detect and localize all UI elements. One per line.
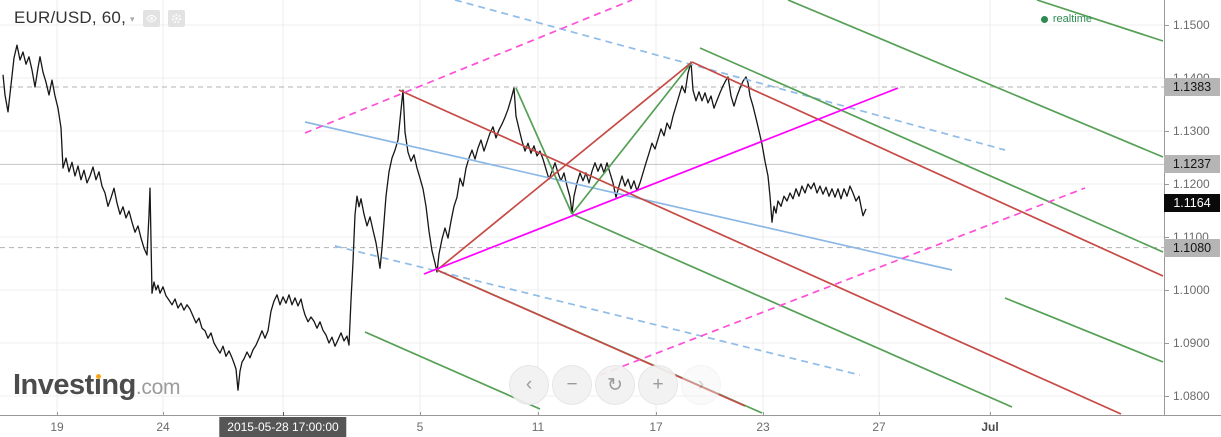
trendline-green-triangle-left[interactable]: [515, 87, 573, 215]
price-axis-tick: [1165, 289, 1169, 291]
time-axis-tick: [879, 412, 880, 416]
price-axis[interactable]: 1.15001.14001.13001.12001.11001.10001.09…: [1164, 0, 1221, 415]
trendline-magenta-support[interactable]: [423, 87, 899, 275]
zoom-in-button[interactable]: +: [638, 365, 678, 405]
realtime-dot-icon: [1040, 15, 1048, 23]
trendline-green-descending-2[interactable]: [787, 0, 1164, 158]
price-axis-tick: [1165, 130, 1169, 132]
price-axis-tick: [1165, 24, 1169, 26]
price-axis-tick: [1165, 342, 1169, 344]
time-axis-label: 24: [156, 420, 170, 434]
time-axis[interactable]: 2015-05-28 17:00:00 19 24 5 11 17 23 27 Jul: [0, 412, 1221, 437]
time-axis-tick: [163, 412, 164, 416]
realtime-status: realtime: [1040, 13, 1092, 25]
trendline-red-ascending[interactable]: [436, 61, 693, 271]
time-axis-tick: [763, 412, 764, 416]
time-axis-tick: [990, 412, 991, 416]
realtime-label: realtime: [1052, 13, 1092, 25]
time-axis-tick: [57, 412, 58, 416]
trendline-green-descending-7[interactable]: [1004, 297, 1164, 363]
price-axis-label: 1.1500: [1173, 18, 1210, 32]
time-axis-label: 11: [531, 420, 545, 434]
chart-title-bar: EUR/USD, 60, ▾: [14, 8, 185, 28]
chevron-down-icon[interactable]: ▾: [130, 14, 135, 24]
trendline-green-descending-5[interactable]: [571, 213, 1013, 408]
trendline-blue-trendline[interactable]: [304, 121, 953, 271]
last-price-badge: 1.1164: [1164, 194, 1220, 213]
time-axis-tick: [420, 412, 421, 416]
trendline-green-descending-4[interactable]: [364, 331, 541, 410]
trendline-blue-dashed-lower[interactable]: [334, 245, 861, 376]
time-axis-tick: [538, 412, 539, 416]
price-axis-label: 1.1300: [1173, 124, 1210, 138]
trendline-magenta-dashed-lower[interactable]: [599, 187, 1086, 376]
crosshair-date-tooltip: 2015-05-28 17:00:00: [219, 417, 347, 437]
crosshair-tick: [283, 412, 284, 416]
time-axis-label: Jul: [981, 420, 999, 434]
time-axis-tick: [656, 412, 657, 416]
price-axis-label: 1.0900: [1173, 336, 1210, 350]
price-axis-tick: [1165, 395, 1169, 397]
eye-icon: [145, 14, 157, 22]
price-level-badge: 1.1080: [1164, 238, 1220, 257]
time-axis-label: 23: [756, 420, 770, 434]
zoom-out-button[interactable]: −: [552, 365, 592, 405]
logo-orange-dot: [95, 373, 101, 379]
logo-text: Investı ng: [13, 369, 136, 401]
logo-suffix: .com: [135, 376, 181, 399]
trendline-green-triangle-right[interactable]: [571, 61, 693, 215]
time-axis-label: 17: [649, 420, 663, 434]
price-axis-label: 1.1200: [1173, 177, 1210, 191]
trendline-red-descending-1[interactable]: [398, 89, 1122, 415]
settings-button[interactable]: [167, 9, 185, 27]
price-axis-tick: [1165, 236, 1169, 238]
price-level-badge: 1.1237: [1164, 155, 1220, 174]
refresh-button[interactable]: ↻: [595, 365, 635, 405]
chart-nav-toolbar: ‹ − ↻ + ›: [509, 365, 721, 405]
price-series: [2, 44, 867, 391]
time-axis-label: 19: [50, 420, 64, 434]
trendline-green-descending-1[interactable]: [699, 47, 1164, 253]
investing-logo[interactable]: Investı ng.com: [13, 369, 180, 402]
gear-icon: [171, 13, 181, 23]
price-axis-label: 1.0800: [1173, 389, 1210, 403]
trendline-green-descending-6[interactable]: [1036, 0, 1164, 42]
price-axis-tick: [1165, 183, 1169, 185]
trendline-red-descending-2[interactable]: [691, 61, 1164, 277]
forward-button: ›: [681, 365, 721, 405]
time-axis-label: 27: [872, 420, 886, 434]
back-button[interactable]: ‹: [509, 365, 549, 405]
time-axis-label: 5: [416, 420, 424, 434]
hide-series-button[interactable]: [142, 9, 160, 27]
symbol-title[interactable]: EUR/USD, 60,: [14, 8, 126, 27]
price-level-badge: 1.1383: [1164, 78, 1220, 96]
trendline-magenta-dashed-upper[interactable]: [304, 0, 633, 134]
price-axis-label: 1.1000: [1173, 283, 1210, 297]
